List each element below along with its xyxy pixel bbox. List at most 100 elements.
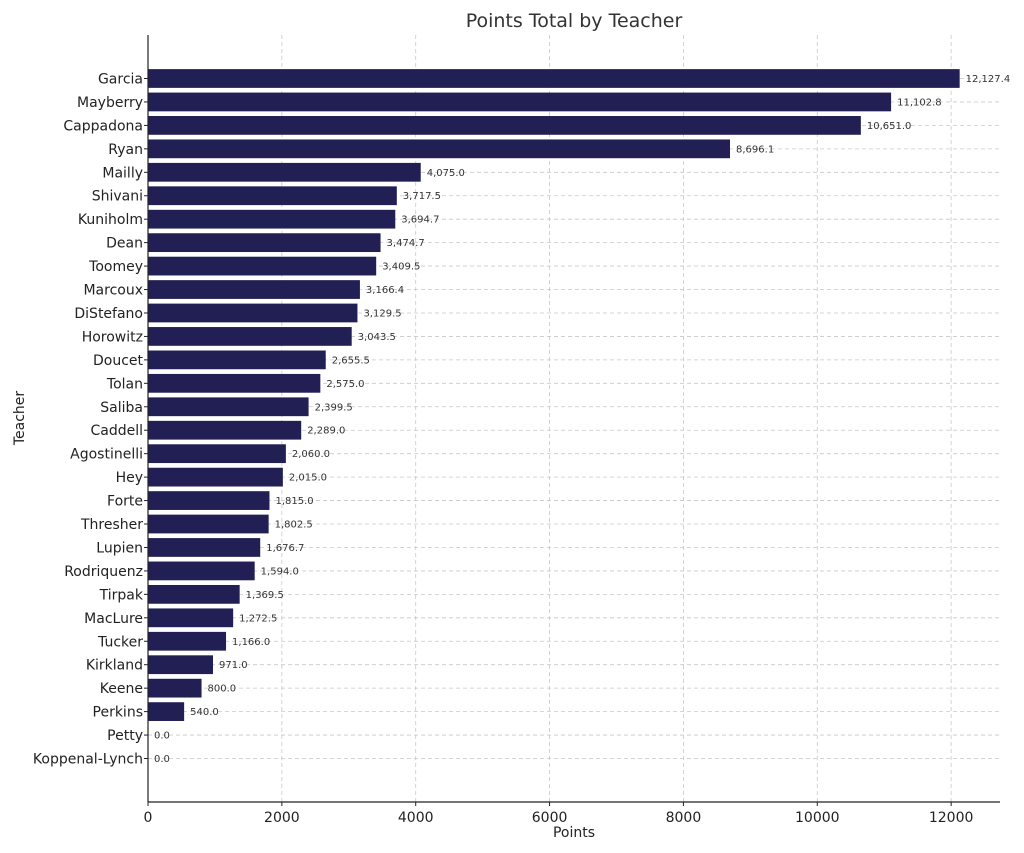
value-label: 540.0 bbox=[190, 707, 219, 718]
bar-maclure bbox=[148, 608, 234, 628]
value-label: 1,166.0 bbox=[232, 637, 270, 648]
category-label: Tolan bbox=[106, 376, 143, 392]
category-label: Cappadona bbox=[63, 118, 143, 134]
value-label: 11,102.8 bbox=[897, 97, 942, 108]
category-label: Thresher bbox=[80, 517, 143, 533]
category-label: Shivani bbox=[92, 189, 143, 205]
category-label: Garcia bbox=[98, 72, 143, 88]
value-label: 2,655.5 bbox=[332, 355, 370, 366]
bar-tirpak bbox=[148, 584, 240, 604]
category-label: Dean bbox=[106, 236, 143, 252]
bar-cappadona bbox=[148, 116, 861, 135]
category-label: Marcoux bbox=[83, 283, 143, 299]
value-label: 1,594.0 bbox=[261, 566, 299, 577]
bar-lupien bbox=[148, 538, 261, 557]
category-label: Mailly bbox=[102, 165, 143, 181]
x-tick-label: 6000 bbox=[532, 810, 568, 826]
x-axis-label: Points bbox=[553, 825, 595, 841]
category-labels: Garcia Mayberry Cappadona Ryan Mailly Shivani… bbox=[33, 72, 144, 768]
bar-mayberry bbox=[148, 92, 892, 112]
value-label: 971.0 bbox=[219, 660, 248, 671]
bar-tucker bbox=[148, 631, 227, 651]
category-label: Petty bbox=[107, 728, 143, 744]
bar-saliba bbox=[148, 397, 309, 417]
bar-caddell bbox=[148, 420, 302, 440]
value-label: 0.0 bbox=[154, 754, 170, 765]
value-label: 3,129.5 bbox=[363, 308, 401, 319]
category-label: Rodriquenz bbox=[64, 564, 143, 580]
bar-thresher bbox=[148, 514, 269, 534]
category-label: Kirkland bbox=[86, 658, 143, 674]
bar-marcoux bbox=[148, 280, 360, 299]
x-tick-label: 0 bbox=[144, 810, 153, 826]
value-label: 1,815.0 bbox=[275, 496, 313, 507]
bars bbox=[148, 69, 960, 721]
value-label: 1,802.5 bbox=[275, 520, 313, 531]
bar-ryan bbox=[148, 139, 731, 159]
bar-hey bbox=[148, 467, 283, 487]
bar-kirkland bbox=[148, 655, 213, 675]
category-label: Doucet bbox=[93, 353, 144, 369]
category-label: Toomey bbox=[88, 259, 143, 275]
value-label: 800.0 bbox=[208, 684, 237, 695]
bar-toomey bbox=[148, 256, 377, 276]
bar-agostinelli bbox=[148, 444, 286, 464]
value-label: 2,015.0 bbox=[289, 473, 327, 484]
category-label: Saliba bbox=[100, 400, 143, 416]
bar-mailly bbox=[148, 162, 421, 182]
bar-garcia bbox=[148, 69, 960, 88]
x-tick-label: 4000 bbox=[398, 810, 434, 826]
bar-tolan bbox=[148, 373, 321, 393]
bar-keene bbox=[148, 678, 202, 698]
value-label: 3,166.4 bbox=[366, 285, 404, 296]
category-label: MacLure bbox=[84, 611, 143, 627]
value-label: 1,676.7 bbox=[266, 543, 304, 554]
x-tick-label: 2000 bbox=[264, 810, 300, 826]
x-tick-label: 10000 bbox=[795, 810, 840, 826]
value-labels: 12,127.4 11,102.8 10,651.0 8,696.1 4,075.0 3,… bbox=[154, 74, 1010, 765]
value-label: 2,399.5 bbox=[315, 402, 353, 413]
bar-shivani bbox=[148, 186, 397, 206]
bar-doucet bbox=[148, 350, 326, 370]
value-label: 0.0 bbox=[154, 731, 170, 742]
category-label: Perkins bbox=[93, 705, 143, 721]
x-tick-label: 12000 bbox=[929, 810, 974, 826]
value-label: 8,696.1 bbox=[736, 144, 774, 155]
bar-forte bbox=[148, 491, 270, 510]
category-label: Horowitz bbox=[82, 329, 143, 345]
value-label: 3,474.7 bbox=[387, 238, 425, 249]
category-label: Ryan bbox=[108, 142, 143, 158]
chart-title: Points Total by Teacher bbox=[466, 10, 683, 32]
value-label: 2,289.0 bbox=[307, 426, 345, 437]
value-label: 3,043.5 bbox=[358, 332, 396, 343]
bar-distefano bbox=[148, 303, 358, 323]
value-label: 10,651.0 bbox=[867, 121, 912, 132]
category-label: Tucker bbox=[97, 634, 143, 650]
bar-horowitz bbox=[148, 327, 352, 346]
category-label: Forte bbox=[107, 494, 143, 510]
category-label: Lupien bbox=[96, 540, 143, 556]
x-tick-label: 8000 bbox=[666, 810, 702, 826]
value-label: 2,575.0 bbox=[326, 379, 364, 390]
category-label: Mayberry bbox=[77, 95, 143, 111]
value-label: 4,075.0 bbox=[427, 168, 465, 179]
bar-dean bbox=[148, 233, 381, 253]
value-label: 3,717.5 bbox=[403, 191, 441, 202]
bar-kuniholm bbox=[148, 209, 396, 229]
category-label: Agostinelli bbox=[70, 447, 143, 463]
value-label: 1,272.5 bbox=[239, 613, 277, 624]
category-label: DiStefano bbox=[74, 306, 143, 322]
bar-perkins bbox=[148, 702, 185, 721]
category-label: Koppenal-Lynch bbox=[33, 752, 143, 768]
value-label: 2,060.0 bbox=[292, 449, 330, 460]
value-label: 1,369.5 bbox=[246, 590, 284, 601]
category-label: Caddell bbox=[90, 423, 143, 439]
x-tick-labels: 0 2000 4000 6000 8000 10000 12000 bbox=[144, 78, 974, 826]
value-label: 3,409.5 bbox=[382, 262, 420, 273]
category-label: Kuniholm bbox=[78, 212, 143, 228]
category-label: Tirpak bbox=[99, 587, 144, 603]
bar-rodriquenz bbox=[148, 561, 255, 581]
category-label: Keene bbox=[100, 681, 143, 697]
category-label: Hey bbox=[116, 470, 143, 486]
